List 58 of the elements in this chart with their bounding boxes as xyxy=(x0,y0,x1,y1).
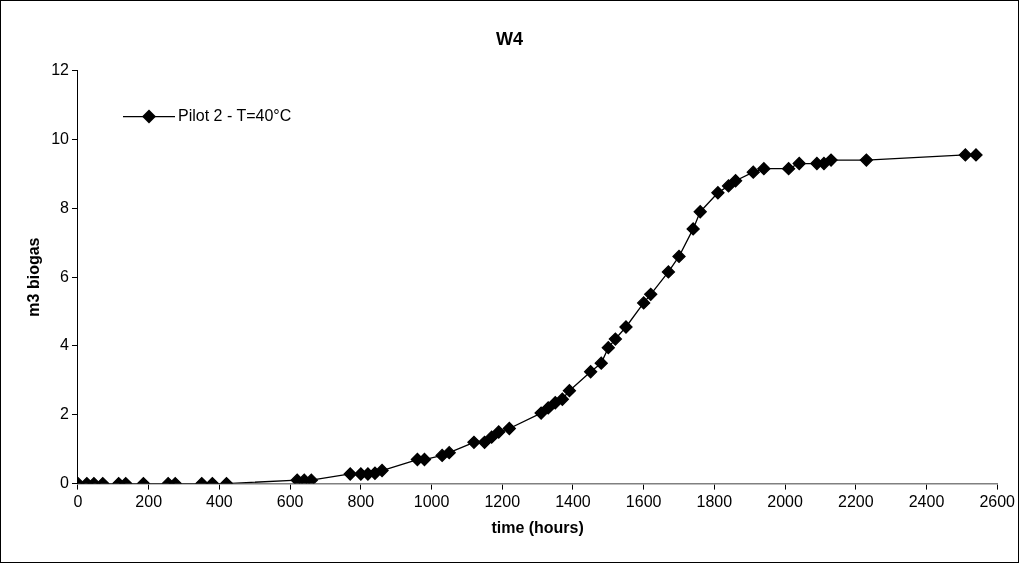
point xyxy=(555,392,569,406)
point xyxy=(686,222,700,236)
legend-label: Pilot 2 - T=40°C xyxy=(178,107,292,125)
point xyxy=(792,156,806,171)
y-tick-label: 4 xyxy=(60,336,70,354)
x-tick-label: 200 xyxy=(135,492,163,510)
y-tick-label: 12 xyxy=(51,61,70,79)
point xyxy=(492,425,506,439)
point xyxy=(781,162,796,176)
point xyxy=(442,445,456,460)
point xyxy=(562,384,577,398)
y-tick-label: 6 xyxy=(60,267,70,285)
x-tick-label: 2000 xyxy=(767,492,803,510)
x-tick-label: 1600 xyxy=(625,492,662,510)
x-tick-label: 0 xyxy=(73,492,83,510)
x-tick-label: 2400 xyxy=(908,492,945,510)
point xyxy=(601,341,615,355)
x-tick-label: 2600 xyxy=(979,492,1016,510)
point xyxy=(958,148,973,162)
point xyxy=(594,356,608,370)
point xyxy=(661,265,676,279)
x-tick-label: 400 xyxy=(206,492,233,510)
point xyxy=(721,179,736,193)
point xyxy=(693,205,707,219)
point xyxy=(969,148,983,162)
y-tick-label: 10 xyxy=(51,129,70,147)
point xyxy=(608,332,623,346)
point xyxy=(534,406,548,420)
x-tick-label: 1400 xyxy=(555,492,591,510)
x-tick-label: 1000 xyxy=(413,492,450,510)
x-tick-label: 2200 xyxy=(837,492,874,510)
x-axis-title: time (hours) xyxy=(491,518,584,536)
x-tick-label: 1200 xyxy=(484,492,521,510)
x-tick-label: 600 xyxy=(276,492,304,510)
chart-title: W4 xyxy=(496,28,523,49)
point xyxy=(859,153,874,167)
x-tick-label: 800 xyxy=(347,492,375,510)
point xyxy=(644,287,658,301)
point xyxy=(672,249,686,264)
point xyxy=(502,421,516,436)
y-axis-title: m3 biogas xyxy=(25,237,43,317)
x-tick-label: 1800 xyxy=(696,492,733,510)
y-tick-label: 2 xyxy=(60,405,70,423)
point xyxy=(477,435,492,449)
point xyxy=(484,430,499,444)
point xyxy=(728,174,743,188)
point xyxy=(467,435,481,449)
point xyxy=(711,186,725,200)
point xyxy=(746,165,760,179)
point xyxy=(824,153,838,167)
y-tick-label: 0 xyxy=(60,474,70,492)
point xyxy=(757,162,771,176)
point xyxy=(583,365,598,379)
point xyxy=(375,463,389,478)
point xyxy=(343,467,357,481)
point xyxy=(541,401,555,415)
point xyxy=(637,296,651,310)
y-tick-label: 8 xyxy=(60,198,70,216)
